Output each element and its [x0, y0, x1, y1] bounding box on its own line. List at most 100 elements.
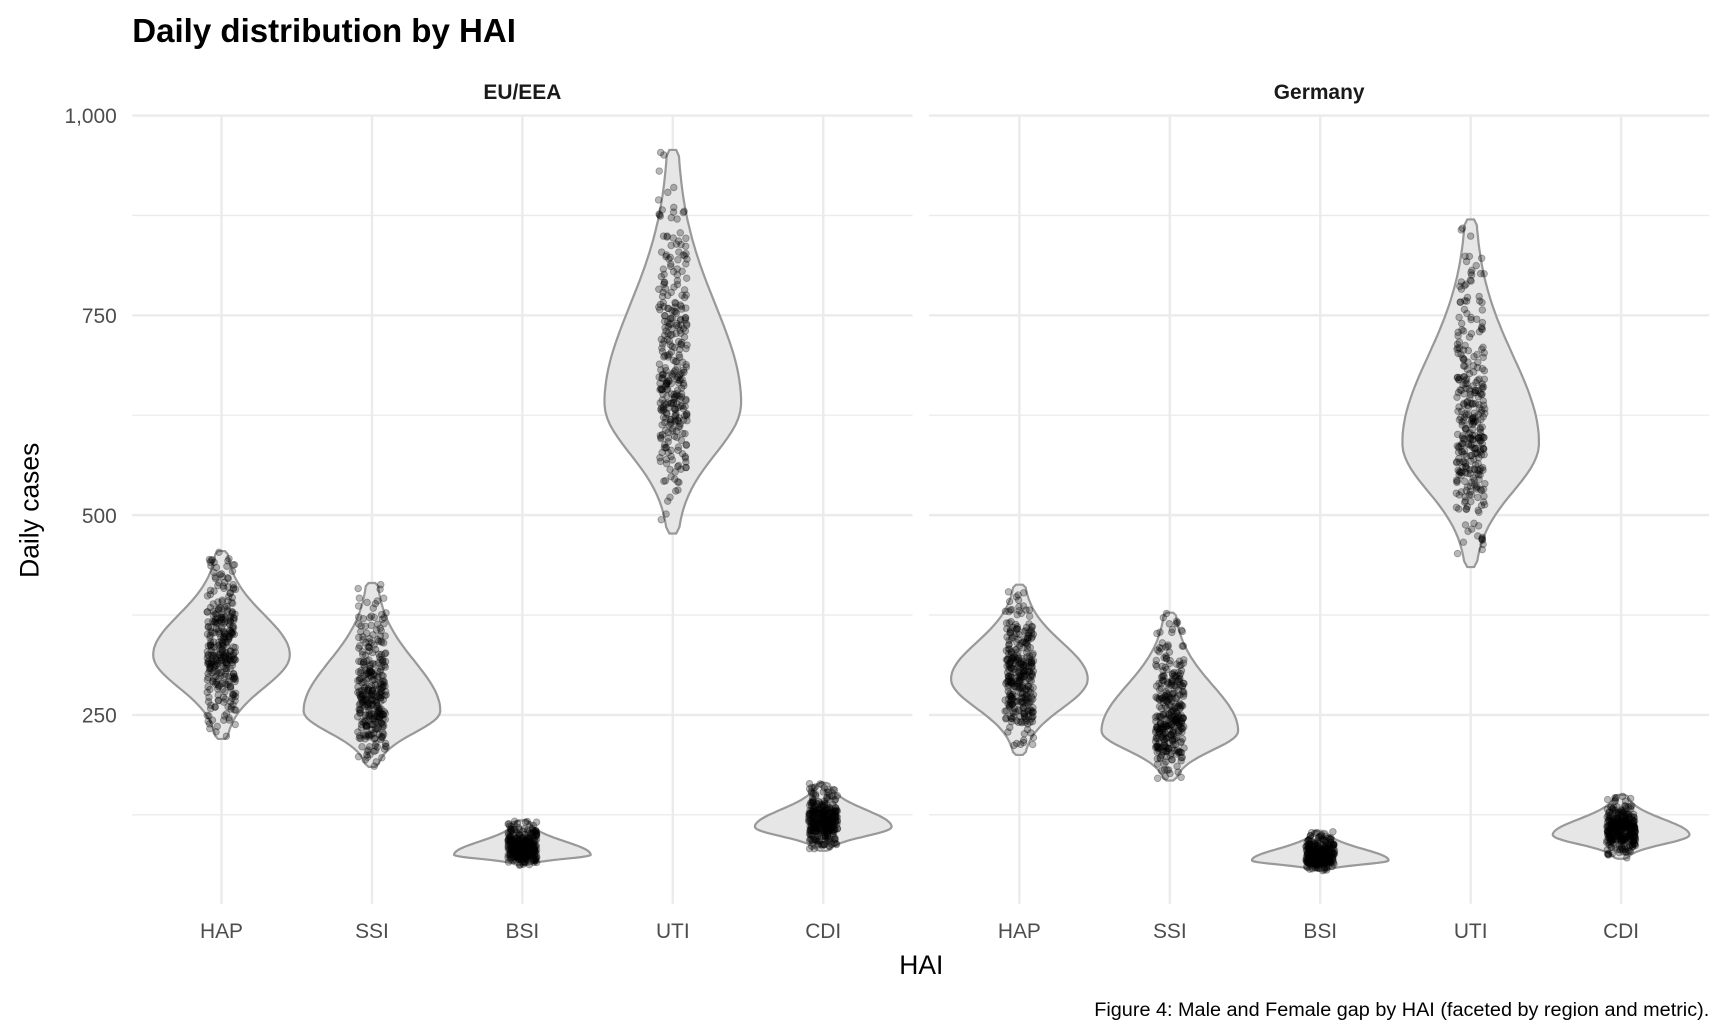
data-point [221, 649, 230, 657]
data-point [682, 363, 691, 371]
data-point [356, 734, 365, 743]
data-point [210, 648, 219, 657]
data-point [680, 207, 688, 216]
data-point [218, 645, 226, 654]
data-point [669, 369, 677, 378]
data-point [370, 715, 378, 723]
data-point [821, 831, 829, 840]
data-point [1174, 748, 1183, 756]
data-point [374, 708, 382, 717]
data-point [356, 693, 365, 702]
data-point [373, 597, 382, 605]
data-point [660, 337, 668, 345]
data-point [656, 305, 664, 314]
data-point [513, 844, 522, 853]
data-point [208, 716, 217, 724]
data-point [1015, 602, 1023, 611]
x-tick-label: BSI [506, 920, 540, 943]
data-point [1023, 634, 1032, 642]
data-point [211, 573, 219, 581]
data-point [831, 834, 839, 842]
data-point [530, 857, 539, 865]
data-point [520, 850, 529, 858]
data-point [1019, 602, 1028, 610]
data-point [1178, 681, 1187, 690]
data-point [807, 826, 816, 834]
data-point [368, 720, 376, 728]
data-point [372, 739, 380, 748]
data-point [1005, 661, 1013, 670]
violin-EU/EEA-SSI [302, 581, 442, 768]
data-point [811, 827, 820, 836]
data-point [218, 572, 227, 581]
data-point [363, 697, 371, 705]
data-point [1019, 693, 1027, 702]
data-point [206, 724, 214, 733]
data-point [811, 810, 820, 818]
jitter-points-CDI [805, 779, 842, 853]
data-point [204, 651, 213, 659]
data-point [522, 850, 530, 858]
data-point [660, 399, 669, 407]
data-point [222, 655, 230, 663]
data-point [362, 690, 371, 699]
data-point [229, 651, 237, 660]
data-point [508, 847, 516, 856]
data-point [368, 648, 377, 657]
data-point [682, 440, 690, 449]
data-point [831, 796, 839, 805]
data-point [205, 693, 213, 702]
data-point [828, 810, 836, 818]
data-point [1628, 843, 1637, 851]
data-point [1007, 693, 1016, 701]
data-point [677, 436, 686, 445]
data-point [1157, 751, 1166, 760]
data-point [1159, 613, 1168, 622]
data-point [381, 682, 389, 690]
data-point [376, 624, 384, 632]
data-point [676, 376, 685, 384]
data-point [215, 681, 224, 690]
data-point [378, 728, 387, 737]
data-point [1028, 651, 1037, 659]
data-point [520, 846, 529, 854]
data-point [513, 845, 522, 853]
data-point [1168, 717, 1177, 726]
data-point [214, 685, 222, 693]
data-point [525, 849, 533, 858]
data-point [516, 861, 524, 869]
x-tick-label: SSI [355, 920, 389, 943]
data-point [206, 659, 214, 667]
data-point [505, 822, 514, 830]
data-point [528, 853, 537, 861]
data-point [1164, 766, 1173, 774]
data-point [1022, 659, 1030, 668]
data-point [519, 839, 528, 847]
data-point [660, 331, 669, 340]
data-point [507, 845, 516, 854]
data-point [532, 830, 541, 838]
data-point [214, 680, 222, 689]
data-point [520, 845, 529, 853]
data-point [1163, 747, 1171, 755]
data-point [675, 345, 684, 354]
data-point [522, 838, 531, 847]
data-point [1605, 808, 1613, 817]
data-point [828, 809, 837, 817]
data-point [683, 416, 691, 425]
data-point [678, 450, 687, 458]
data-point [1018, 681, 1027, 690]
data-point [671, 366, 680, 374]
data-point [1458, 326, 1466, 334]
data-point [669, 399, 678, 407]
data-point [217, 613, 226, 622]
data-point [225, 714, 233, 722]
data-point [668, 324, 676, 333]
data-point [656, 457, 665, 466]
data-point [504, 853, 512, 862]
data-point [1152, 717, 1160, 726]
data-point [507, 827, 516, 835]
data-point [682, 274, 691, 282]
data-point [1014, 652, 1022, 661]
data-point [819, 816, 827, 825]
